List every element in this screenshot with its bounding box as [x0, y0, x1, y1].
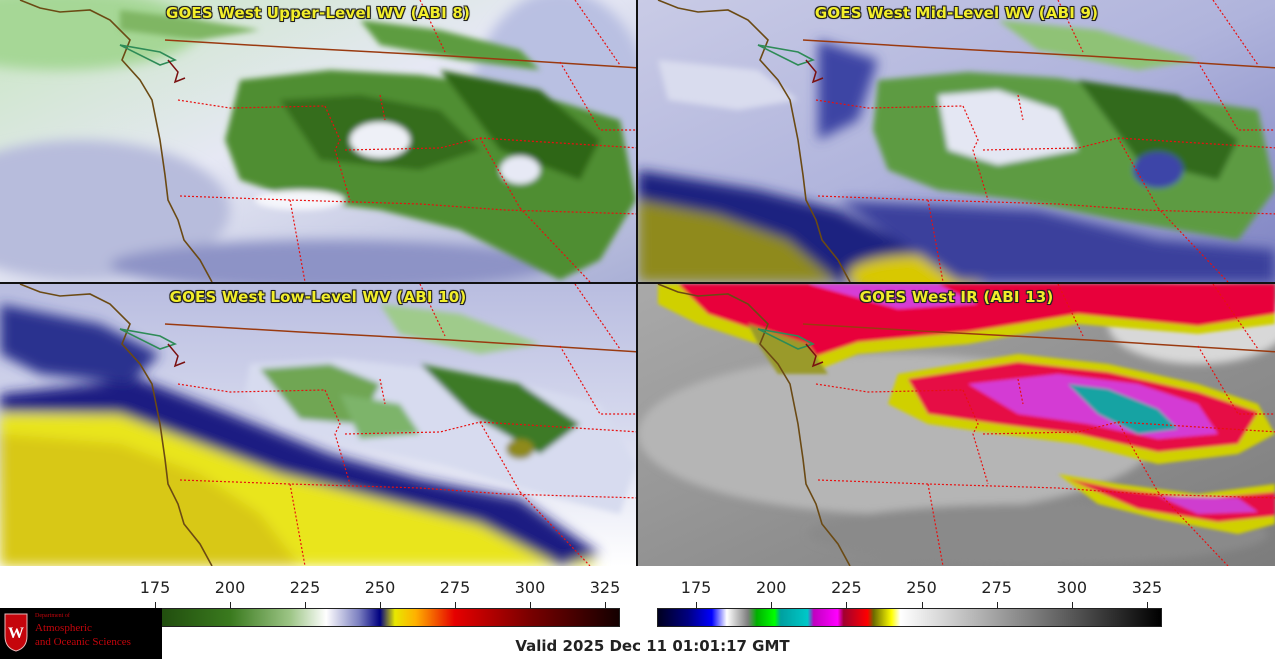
colorbar-tick	[1071, 602, 1073, 608]
colorbar-tick	[996, 602, 998, 608]
aos-logo: W Department of Atmospheric and Oceanic …	[0, 608, 162, 659]
upper-level-wv-image	[0, 0, 636, 282]
colorbar-tick	[530, 602, 531, 608]
mid-level-wv-image	[638, 0, 1275, 282]
ir-colorbar-gradient	[657, 608, 1162, 627]
low-level-wv-image	[0, 284, 636, 566]
colorbar-tick	[155, 602, 156, 608]
colorbar-tick-label: 225	[289, 578, 321, 597]
colorbar-tick	[696, 602, 698, 608]
colorbar-tick-label: 325	[1131, 578, 1163, 597]
colorbar-tick	[1146, 602, 1148, 608]
colorbar-tick-label: 275	[439, 578, 471, 597]
logo-dept-text: Department of	[35, 613, 70, 619]
colorbar-tick-label: 175	[680, 578, 712, 597]
colorbar-tick-label: 325	[589, 578, 621, 597]
panel-title: GOES West IR (ABI 13)	[859, 288, 1054, 306]
logo-name-line2: and Oceanic Sciences	[35, 636, 131, 648]
upper-level-wv-panel: GOES West Upper-Level WV (ABI 8)	[0, 0, 636, 282]
panel-divider-horizontal	[0, 282, 1275, 284]
low-level-wv-panel: GOES West Low-Level WV (ABI 10)	[0, 284, 636, 566]
colorbar-tick-label: 250	[906, 578, 937, 597]
colorbar-tick-label: 300	[1056, 578, 1088, 597]
colorbar-tick	[846, 602, 848, 608]
colorbar-tick-label: 175	[139, 578, 171, 597]
colorbar-tick-label: 225	[831, 578, 862, 597]
colorbar-tick	[771, 602, 773, 608]
panel-title: GOES West Upper-Level WV (ABI 8)	[165, 4, 471, 22]
ir-image	[638, 284, 1275, 566]
svg-text:W: W	[8, 625, 24, 642]
wv-colorbar-gradient	[116, 608, 620, 627]
colorbar-tick-label: 200	[755, 578, 787, 597]
colorbar-tick	[921, 602, 923, 608]
wv-colorbar: 175 200 225 250 275 300 325	[116, 575, 620, 630]
panel-title: GOES West Low-Level WV (ABI 10)	[169, 288, 467, 306]
ir-colorbar: 175 200 225 250 275 300 325	[657, 575, 1162, 630]
colorbar-tick	[455, 602, 456, 608]
panel-title: GOES West Mid-Level WV (ABI 9)	[814, 4, 1099, 22]
colorbar-tick-label: 275	[981, 578, 1012, 597]
valid-time-label: Valid 2025 Dec 11 01:01:17 GMT	[515, 637, 790, 655]
mid-level-wv-panel: GOES West Mid-Level WV (ABI 9)	[638, 0, 1275, 282]
logo-name-line1: Atmospheric	[35, 622, 92, 634]
colorbar-tick	[230, 602, 231, 608]
ir-panel: GOES West IR (ABI 13)	[638, 284, 1275, 566]
colorbar-tick-label: 200	[214, 578, 246, 597]
uw-crest-icon: W	[4, 613, 28, 652]
colorbar-tick	[380, 602, 381, 608]
colorbar-tick	[305, 602, 306, 608]
colorbar-tick-label: 250	[364, 578, 396, 597]
colorbar-tick	[605, 602, 606, 608]
colorbar-tick-label: 300	[514, 578, 546, 597]
